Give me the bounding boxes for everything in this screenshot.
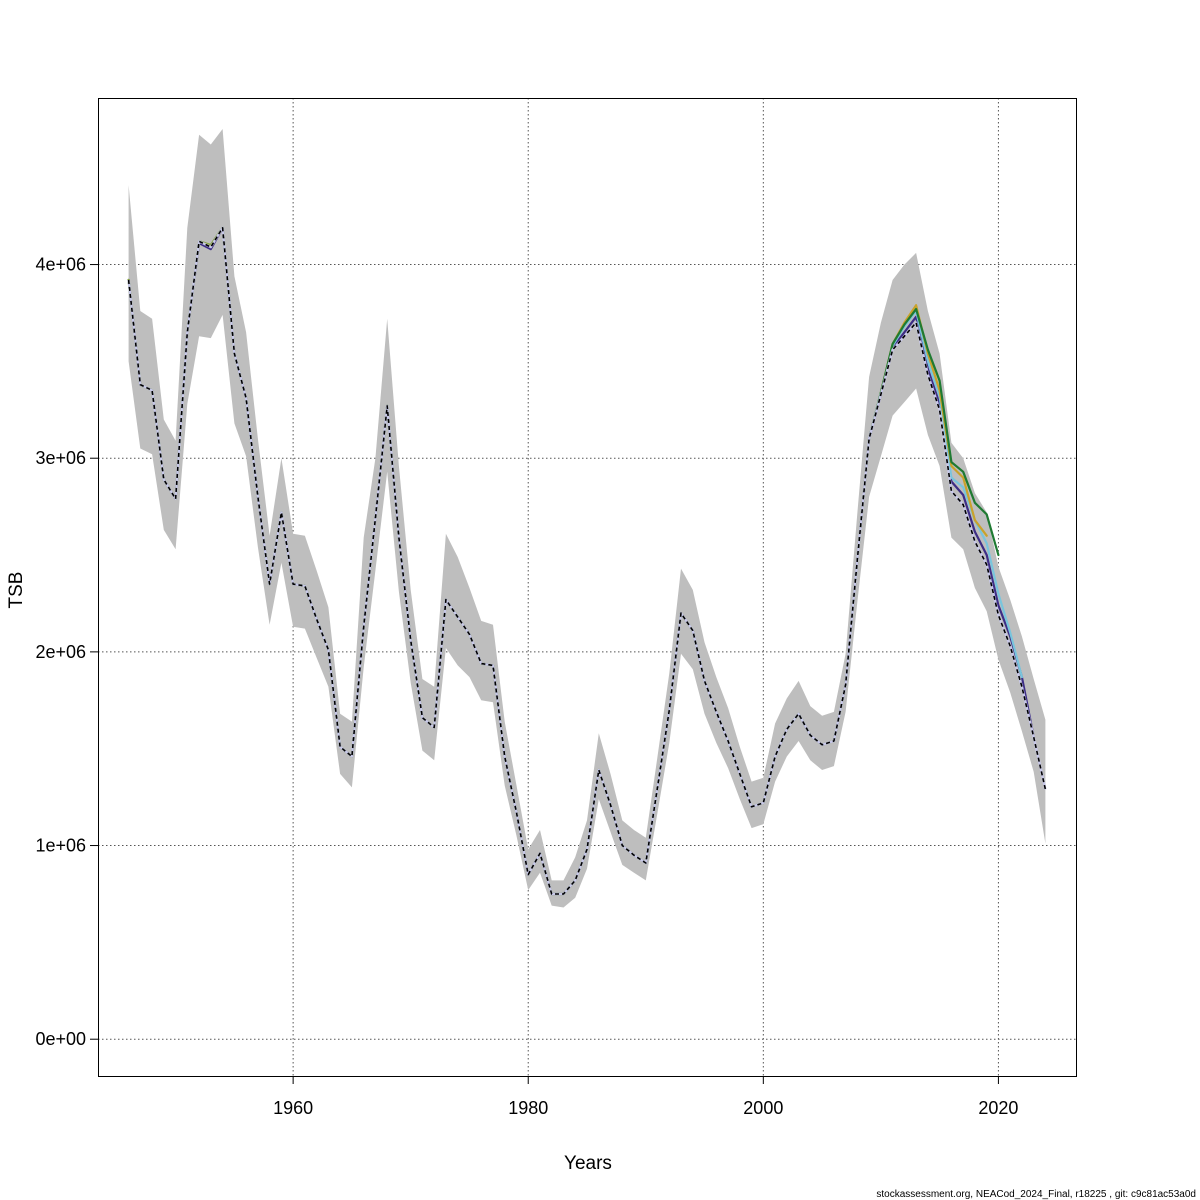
confidence-band-layer [128, 129, 1046, 908]
x-axis: 1960 1980 2000 2020 [273, 1076, 1018, 1118]
y-tick-label-1000000: 1e+06 [35, 836, 86, 856]
plot-frame [98, 98, 1077, 1077]
y-tick-label-2000000: 2e+06 [35, 642, 86, 662]
y-tick-label-0: 0e+00 [35, 1029, 86, 1049]
y-tick-label-4000000: 4e+06 [35, 255, 86, 275]
y-axis-title: TSB [6, 572, 27, 609]
x-tick-label-2000: 2000 [743, 1098, 783, 1118]
x-tick-label-1980: 1980 [508, 1098, 548, 1118]
series-lines [127, 226, 1047, 896]
x-axis-title: Years [564, 1153, 612, 1174]
confidence-band [128, 129, 1046, 908]
y-tick-label-3000000: 3e+06 [35, 448, 86, 468]
estimate-line [127, 227, 1047, 895]
x-tick-label-1960: 1960 [273, 1098, 313, 1118]
y-axis: 0e+00 1e+06 2e+06 3e+06 4e+06 [35, 255, 98, 1049]
x-tick-label-2020: 2020 [978, 1098, 1018, 1118]
footer-caption: stockassessment.org, NEACod_2024_Final, … [876, 1189, 1196, 1200]
